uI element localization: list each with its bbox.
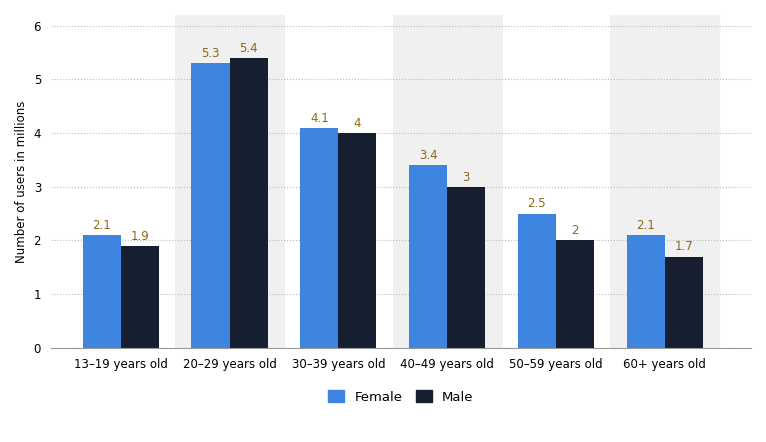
Text: 4: 4	[354, 117, 361, 130]
Bar	[121, 246, 159, 348]
Bar	[447, 187, 485, 348]
Text: 2.5: 2.5	[528, 198, 546, 210]
Legend: Female, Male: Female, Male	[324, 386, 477, 408]
Bar	[339, 133, 376, 348]
Text: 2.1: 2.1	[92, 219, 111, 232]
Text: 1.7: 1.7	[674, 240, 693, 253]
Text: 5.4: 5.4	[239, 42, 258, 55]
Text: 3.4: 3.4	[419, 149, 437, 162]
Text: 5.3: 5.3	[201, 47, 220, 60]
Bar	[665, 257, 703, 348]
Text: 2: 2	[571, 224, 579, 237]
Text: 2.1: 2.1	[637, 219, 655, 232]
Bar	[230, 58, 267, 348]
Text: 3: 3	[463, 171, 470, 183]
Text: 1.9: 1.9	[130, 230, 149, 243]
Bar	[83, 235, 121, 348]
Bar	[175, 15, 284, 348]
Bar	[627, 235, 665, 348]
Bar	[556, 240, 594, 348]
Bar	[518, 213, 556, 348]
Bar	[409, 165, 447, 348]
Bar	[611, 15, 719, 348]
Text: 4.1: 4.1	[310, 111, 329, 125]
Bar	[192, 63, 230, 348]
Bar	[300, 128, 339, 348]
Y-axis label: Number of users in millions: Number of users in millions	[15, 100, 28, 263]
Bar	[393, 15, 502, 348]
